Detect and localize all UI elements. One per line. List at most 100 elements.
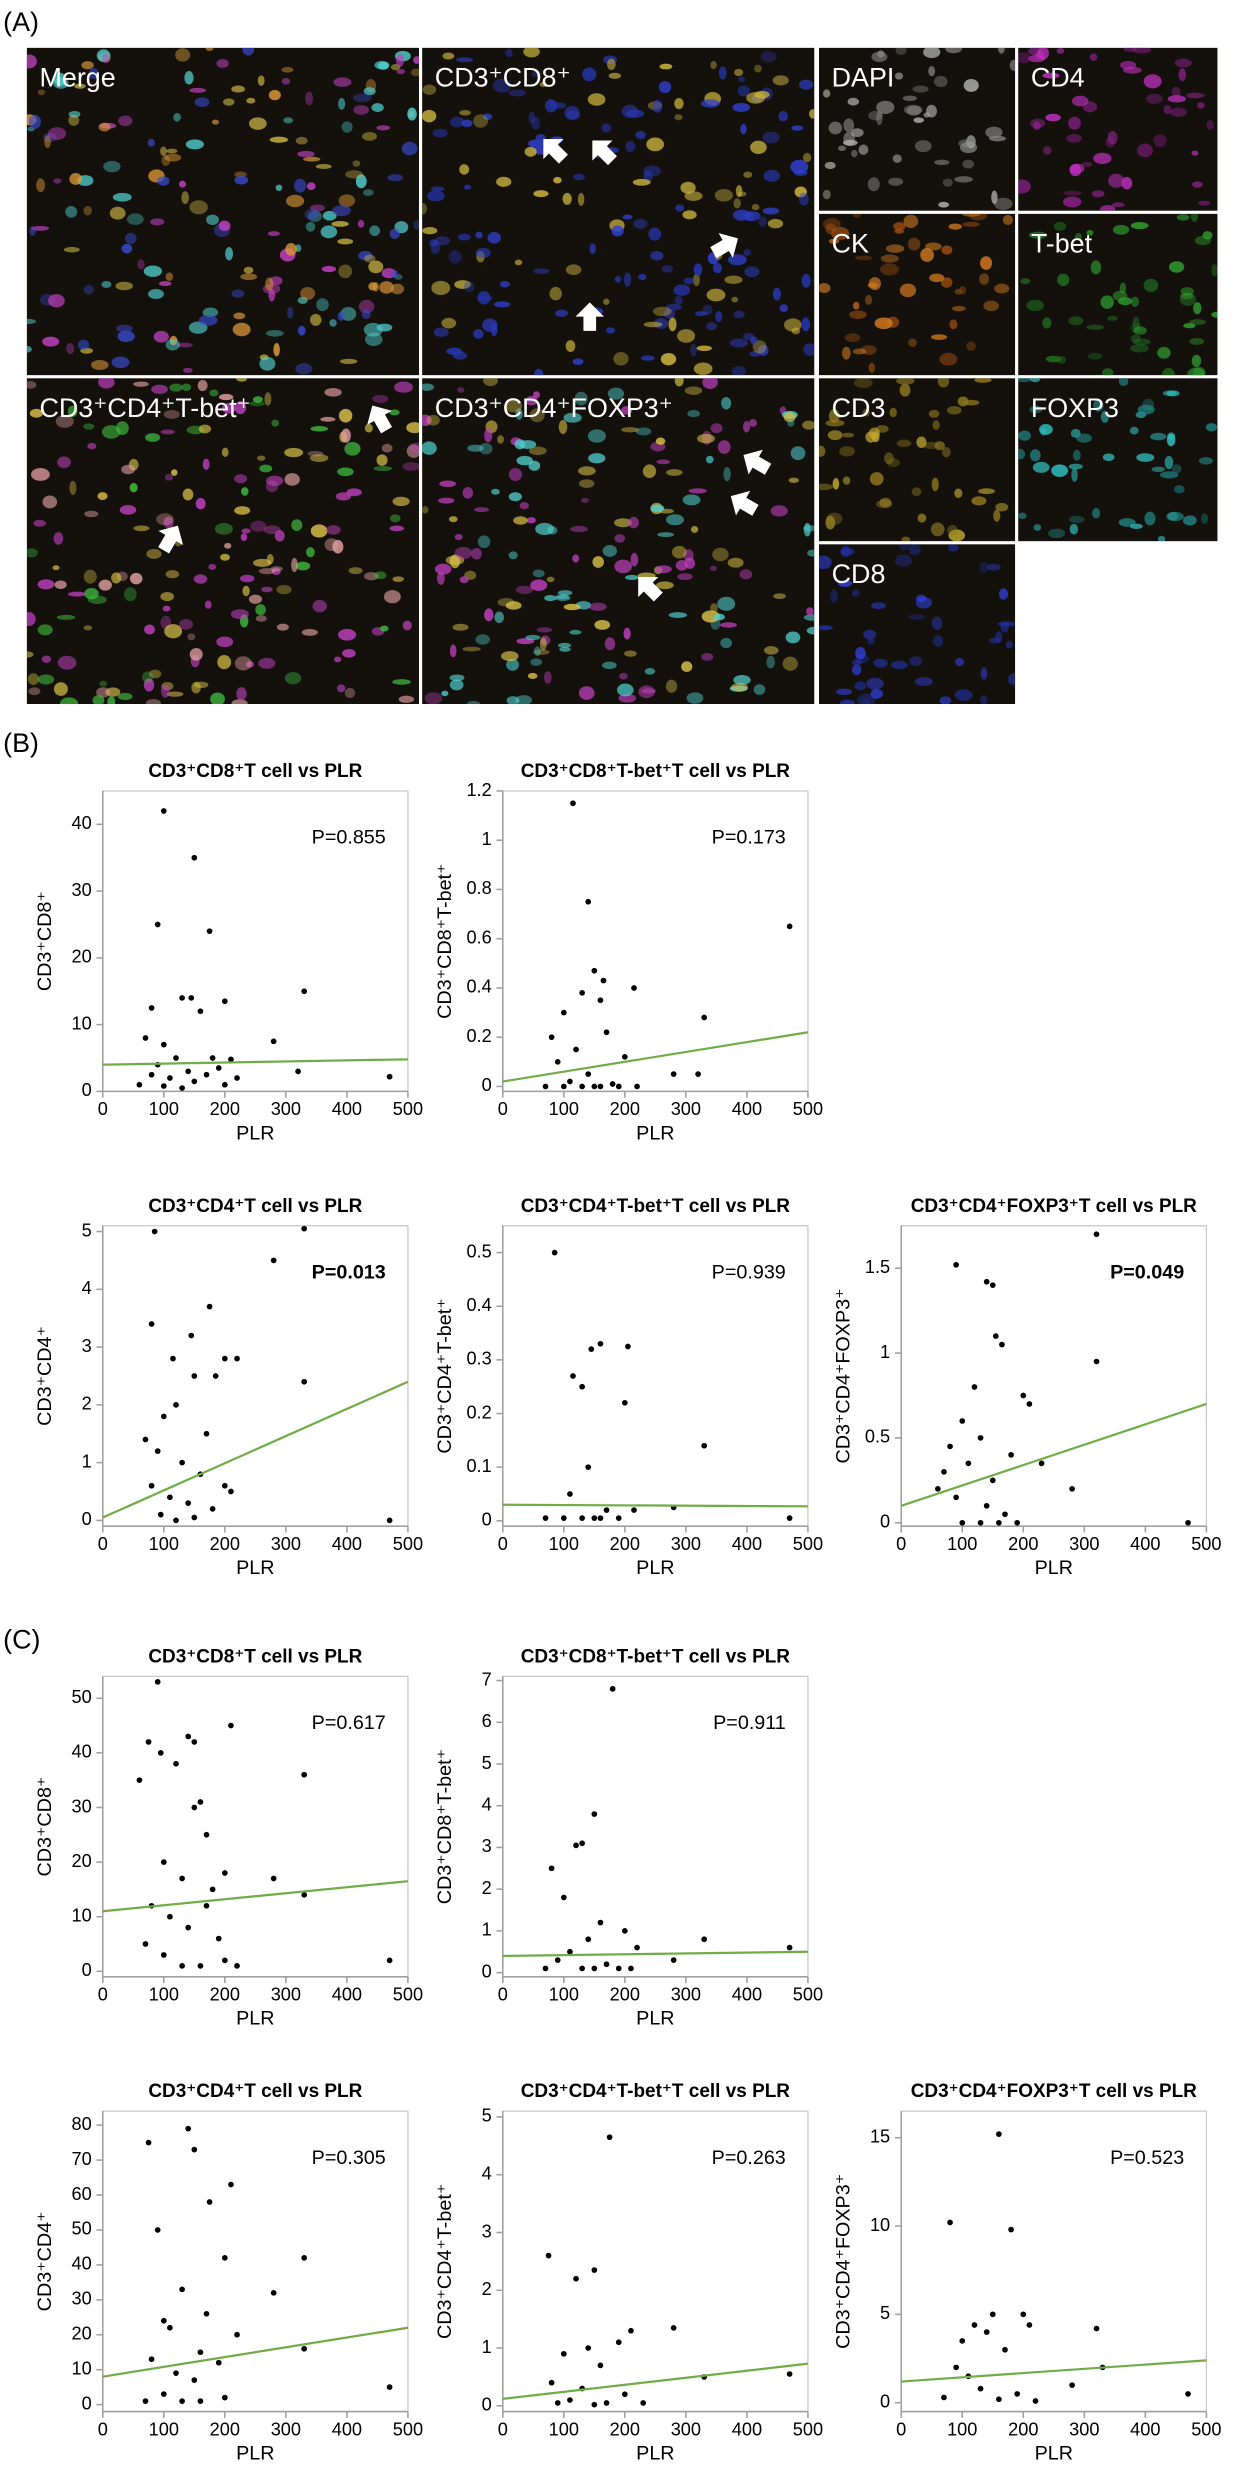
cell <box>383 590 401 604</box>
cell <box>1100 204 1116 211</box>
cell <box>530 658 543 666</box>
cell <box>373 465 393 472</box>
point <box>947 2219 953 2226</box>
point <box>579 990 585 996</box>
point <box>560 1009 567 1016</box>
y-tick-label: 5 <box>82 1220 92 1240</box>
cell <box>646 137 665 152</box>
cell <box>195 498 206 510</box>
cell <box>824 161 836 170</box>
cell <box>165 570 180 579</box>
point <box>221 1081 228 1088</box>
cell <box>31 225 50 231</box>
cell <box>934 159 950 166</box>
cell <box>717 596 736 611</box>
cell <box>978 488 995 495</box>
cell <box>1197 102 1205 109</box>
x-tick-label: 500 <box>393 2419 423 2439</box>
cell <box>819 625 833 631</box>
point <box>386 1957 393 1964</box>
point <box>197 1008 204 1015</box>
cell <box>305 91 314 106</box>
cell <box>164 473 174 481</box>
y-tick-label: 1 <box>82 1451 92 1471</box>
cell <box>1130 344 1149 353</box>
cell <box>894 72 904 80</box>
cell <box>995 631 1003 643</box>
cell <box>506 658 519 671</box>
cell <box>760 51 777 63</box>
point <box>154 1448 161 1454</box>
point <box>567 2397 573 2403</box>
cells <box>822 47 1016 210</box>
cell <box>83 284 94 295</box>
cell <box>909 656 923 667</box>
x-tick-label: 100 <box>149 1534 179 1554</box>
cell <box>876 100 895 114</box>
cell <box>915 596 932 609</box>
point <box>585 1464 592 1471</box>
chart-title: CD3⁺CD4⁺FOXP3⁺T cell vs PLR <box>911 1196 1197 1217</box>
cell <box>146 549 162 559</box>
point <box>1020 2311 1027 2318</box>
cell <box>605 327 616 334</box>
cell <box>101 425 121 439</box>
cell <box>723 467 731 482</box>
cell <box>1042 72 1060 79</box>
cell <box>284 473 300 486</box>
cell <box>656 459 671 465</box>
y-tick-label: 50 <box>71 2219 91 2239</box>
cell <box>738 76 746 83</box>
cell <box>422 109 437 123</box>
cell <box>265 475 284 487</box>
cell <box>899 383 911 397</box>
cell <box>189 200 208 215</box>
point <box>554 1957 561 1963</box>
cell <box>326 525 341 535</box>
y-tick-label: 1 <box>880 1342 890 1362</box>
cell <box>836 688 852 696</box>
cell <box>879 497 892 508</box>
cell <box>1086 324 1104 330</box>
cell <box>867 177 880 192</box>
cell <box>923 47 941 59</box>
cell <box>506 696 520 705</box>
cell <box>376 323 393 332</box>
cell <box>406 422 419 434</box>
point <box>588 1346 595 1352</box>
point <box>579 1840 585 1847</box>
point <box>212 1373 219 1379</box>
chart-title: CD3⁺CD4⁺T-bet⁺T cell vs PLR <box>521 2081 791 2102</box>
y-tick-label: 0 <box>482 2395 492 2415</box>
cell <box>267 231 280 237</box>
cell <box>310 524 328 538</box>
cell <box>449 674 465 682</box>
cell <box>850 128 864 138</box>
cell <box>926 104 937 118</box>
cell <box>513 516 528 525</box>
cell <box>949 319 958 330</box>
cell <box>684 386 703 395</box>
cell <box>932 420 940 431</box>
cell <box>773 593 786 600</box>
cell <box>604 637 616 651</box>
cell <box>264 392 272 406</box>
y-tick-label: 1 <box>482 1920 492 1940</box>
arrow <box>743 449 772 475</box>
cell <box>198 424 212 434</box>
y-tick-label: 7 <box>482 1669 492 1689</box>
cell <box>143 265 163 277</box>
point <box>157 1511 164 1518</box>
cells <box>422 378 815 705</box>
point <box>301 1771 308 1778</box>
cell <box>352 160 361 167</box>
cell <box>189 87 207 93</box>
cell <box>246 97 256 104</box>
cell <box>963 79 979 92</box>
point <box>971 1384 978 1390</box>
cell <box>574 391 588 406</box>
cell <box>819 445 826 457</box>
point <box>551 1249 558 1256</box>
cell <box>1151 466 1165 472</box>
point <box>622 1054 628 1060</box>
